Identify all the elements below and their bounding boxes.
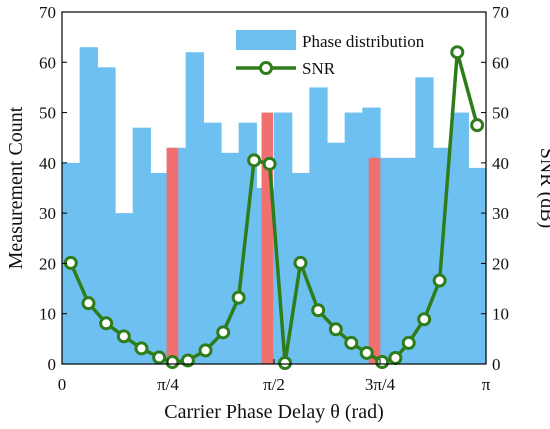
highlight-bar — [261, 112, 274, 364]
snr-point — [388, 350, 403, 365]
snr-point — [152, 350, 167, 365]
snr-point — [470, 118, 485, 133]
snr-point — [81, 296, 96, 311]
y-tick-label-left: 0 — [48, 355, 57, 374]
snr-point — [99, 316, 114, 331]
y-tick-label-right: 30 — [492, 204, 509, 223]
snr-point — [311, 303, 326, 318]
snr-point — [180, 353, 195, 368]
phase-bar — [468, 167, 487, 364]
phase-bar — [344, 112, 363, 364]
phase-bar — [114, 213, 134, 364]
snr-point — [278, 355, 293, 370]
highlight-bar — [368, 157, 381, 364]
x-axis-label: Carrier Phase Delay θ (rad) — [164, 401, 383, 423]
phase-bar — [97, 67, 116, 364]
phase-bar — [379, 157, 399, 364]
y-tick-label-left: 40 — [39, 154, 56, 173]
axes: 0 10 20 30 40 50 60 70 0 10 20 30 40 50 60 70 0 π/4 π/2 3π/… — [39, 3, 509, 394]
legend-label-phase-distribution: Phase distribution — [302, 32, 425, 51]
legend-swatch-phase-distribution — [236, 30, 296, 50]
snr-point — [359, 345, 374, 360]
snr-point — [247, 153, 262, 168]
x-tick-label: π — [482, 375, 491, 394]
phase-bar — [220, 152, 240, 364]
highlight-bar — [166, 147, 179, 364]
snr-point — [216, 325, 231, 340]
y-tick-label-left: 10 — [39, 305, 56, 324]
y-tick-label-right: 60 — [492, 53, 509, 72]
snr-point — [198, 343, 213, 358]
x-tick-label: 0 — [58, 375, 67, 394]
snr-point — [417, 312, 432, 327]
y-axis-label-right: SNR (dB) — [536, 148, 550, 229]
snr-point — [134, 341, 149, 356]
y-axis-label-left: Measurement Count — [5, 106, 27, 269]
y-tick-label-left: 20 — [39, 254, 56, 273]
phase-bar — [203, 122, 222, 364]
snr-point — [165, 354, 180, 369]
y-tick-label-right: 20 — [492, 254, 509, 273]
snr-point — [344, 335, 359, 350]
highlight-bars — [166, 112, 381, 364]
x-tick-label: π/2 — [263, 375, 285, 394]
phase-bar — [450, 112, 469, 364]
snr-point — [262, 156, 277, 171]
legend: Phase distribution SNR — [236, 30, 425, 78]
y-tick-label-right: 50 — [492, 104, 509, 123]
y-tick-label-right: 10 — [492, 305, 509, 324]
snr-point — [116, 329, 131, 344]
x-tick-label: π/4 — [157, 375, 179, 394]
y-tick-label-right: 70 — [492, 3, 509, 22]
phase-bar — [150, 172, 169, 364]
phase-bar — [415, 77, 434, 365]
phase-bar — [326, 142, 346, 364]
y-tick-label-left: 70 — [39, 3, 56, 22]
snr-point — [432, 273, 447, 288]
x-tick-label: 3π/4 — [365, 375, 396, 394]
snr-point — [231, 290, 246, 305]
y-tick-label-right: 0 — [492, 355, 501, 374]
legend-label-snr: SNR — [302, 59, 336, 78]
phase-bar — [79, 47, 98, 364]
y-tick-label-right: 40 — [492, 154, 509, 173]
snr-series — [63, 45, 485, 370]
phase-bar — [309, 87, 328, 365]
phase-bar — [397, 157, 416, 364]
legend-swatch-snr-marker — [259, 61, 273, 75]
snr-point — [328, 322, 343, 337]
snr-point — [375, 354, 390, 369]
y-tick-label-left: 50 — [39, 104, 56, 123]
snr-point — [450, 45, 465, 60]
y-tick-label-left: 60 — [39, 53, 56, 72]
phase-bar — [185, 52, 204, 364]
snr-point — [401, 335, 416, 350]
phase-bar — [132, 127, 151, 364]
y-tick-label-left: 30 — [39, 204, 56, 223]
snr-point — [293, 255, 308, 270]
